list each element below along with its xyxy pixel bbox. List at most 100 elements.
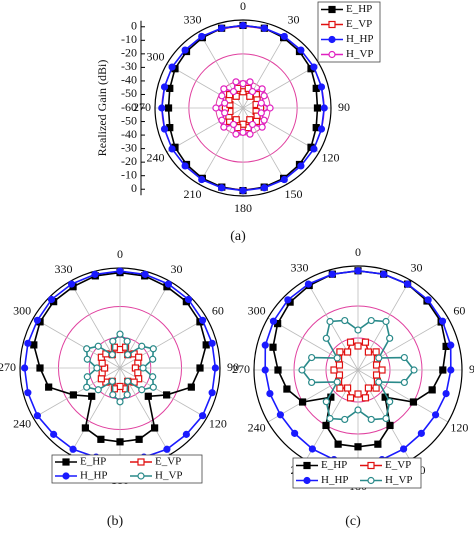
marker [317,125,326,133]
angle-label: 330 [55,262,73,276]
marker [198,175,206,184]
marker [221,99,229,107]
marker [382,414,390,423]
marker [257,109,265,117]
legend: E_HP E_VP H_HP H_VP [51,454,203,484]
marker [208,389,216,397]
angle-label: 90 [338,100,350,114]
marker [304,280,312,288]
legend-label: E_HP [80,456,106,468]
marker [361,338,370,346]
legend-label: E_VP [346,18,372,30]
legend: E_HP E_VP H_HP H_VP [317,1,381,63]
angle-label: 150 [285,187,303,201]
marker [149,355,157,363]
marker [83,373,91,381]
marker [447,366,455,374]
marker [220,85,228,93]
marker [326,317,334,326]
marker [33,316,41,324]
marker [184,295,193,304]
marker [439,366,447,374]
marker [372,371,381,379]
marker [138,342,146,350]
marker [218,184,226,192]
angle-label: 90 [227,360,239,374]
legend-label: H_VP [385,474,413,486]
marker [116,330,124,338]
polar-chart: 0306090120150180210240270300330 [0,247,239,487]
marker [94,342,102,350]
marker [298,366,306,374]
marker [375,378,383,386]
marker [364,348,372,356]
marker [81,424,89,432]
marker [269,343,277,351]
marker [258,123,266,131]
legend-label: H_HP [80,470,108,482]
marker [404,280,412,288]
marker [378,366,386,374]
marker [62,458,70,466]
marker [232,78,240,86]
legend-label: E_VP [385,459,411,471]
marker [229,87,238,96]
angle-label: 210 [184,187,202,201]
marker [335,361,344,369]
marker [354,326,362,334]
marker [354,406,362,414]
marker [328,20,336,29]
marker [149,383,157,391]
spoke [357,317,449,371]
marker [218,116,226,124]
r-tick-label: -30 [121,59,137,73]
marker [163,445,171,453]
marker [400,353,408,362]
marker [93,364,101,372]
legend-box [51,454,203,484]
marker [424,296,432,304]
marker [354,443,362,451]
legend-label: E_HP [346,3,372,15]
r-tick-label: -50 [121,86,137,100]
marker [291,429,299,437]
marker [181,46,189,54]
marker [400,445,408,453]
marker [88,392,96,400]
marker [260,184,268,192]
marker [221,109,229,117]
r-tick-label: -50 [121,113,137,127]
marker [375,354,383,362]
marker [47,295,56,304]
marker [181,162,189,170]
angle-label: 300 [13,303,31,317]
marker [62,472,70,480]
marker [382,317,390,326]
marker [211,364,219,372]
marker [322,421,330,430]
marker [83,355,91,363]
marker [313,104,322,112]
marker [124,377,132,385]
r-tick-label: 0 [131,181,137,195]
r-tick-label: -40 [121,127,137,141]
marker [151,424,159,432]
marker [135,353,143,361]
r-tick-label: 0 [131,19,137,33]
marker [260,92,268,100]
caption: (a) [230,229,246,244]
marker [258,85,266,93]
marker [303,461,311,470]
marker [428,386,436,394]
marker [36,364,44,372]
marker [91,270,99,278]
marker [69,391,77,399]
angle-label: 240 [248,420,266,434]
marker [297,162,305,170]
angle-label: 120 [321,150,339,164]
r-tick-label: -20 [121,154,137,168]
marker [83,345,91,353]
marker [202,341,210,349]
marker [442,390,450,398]
